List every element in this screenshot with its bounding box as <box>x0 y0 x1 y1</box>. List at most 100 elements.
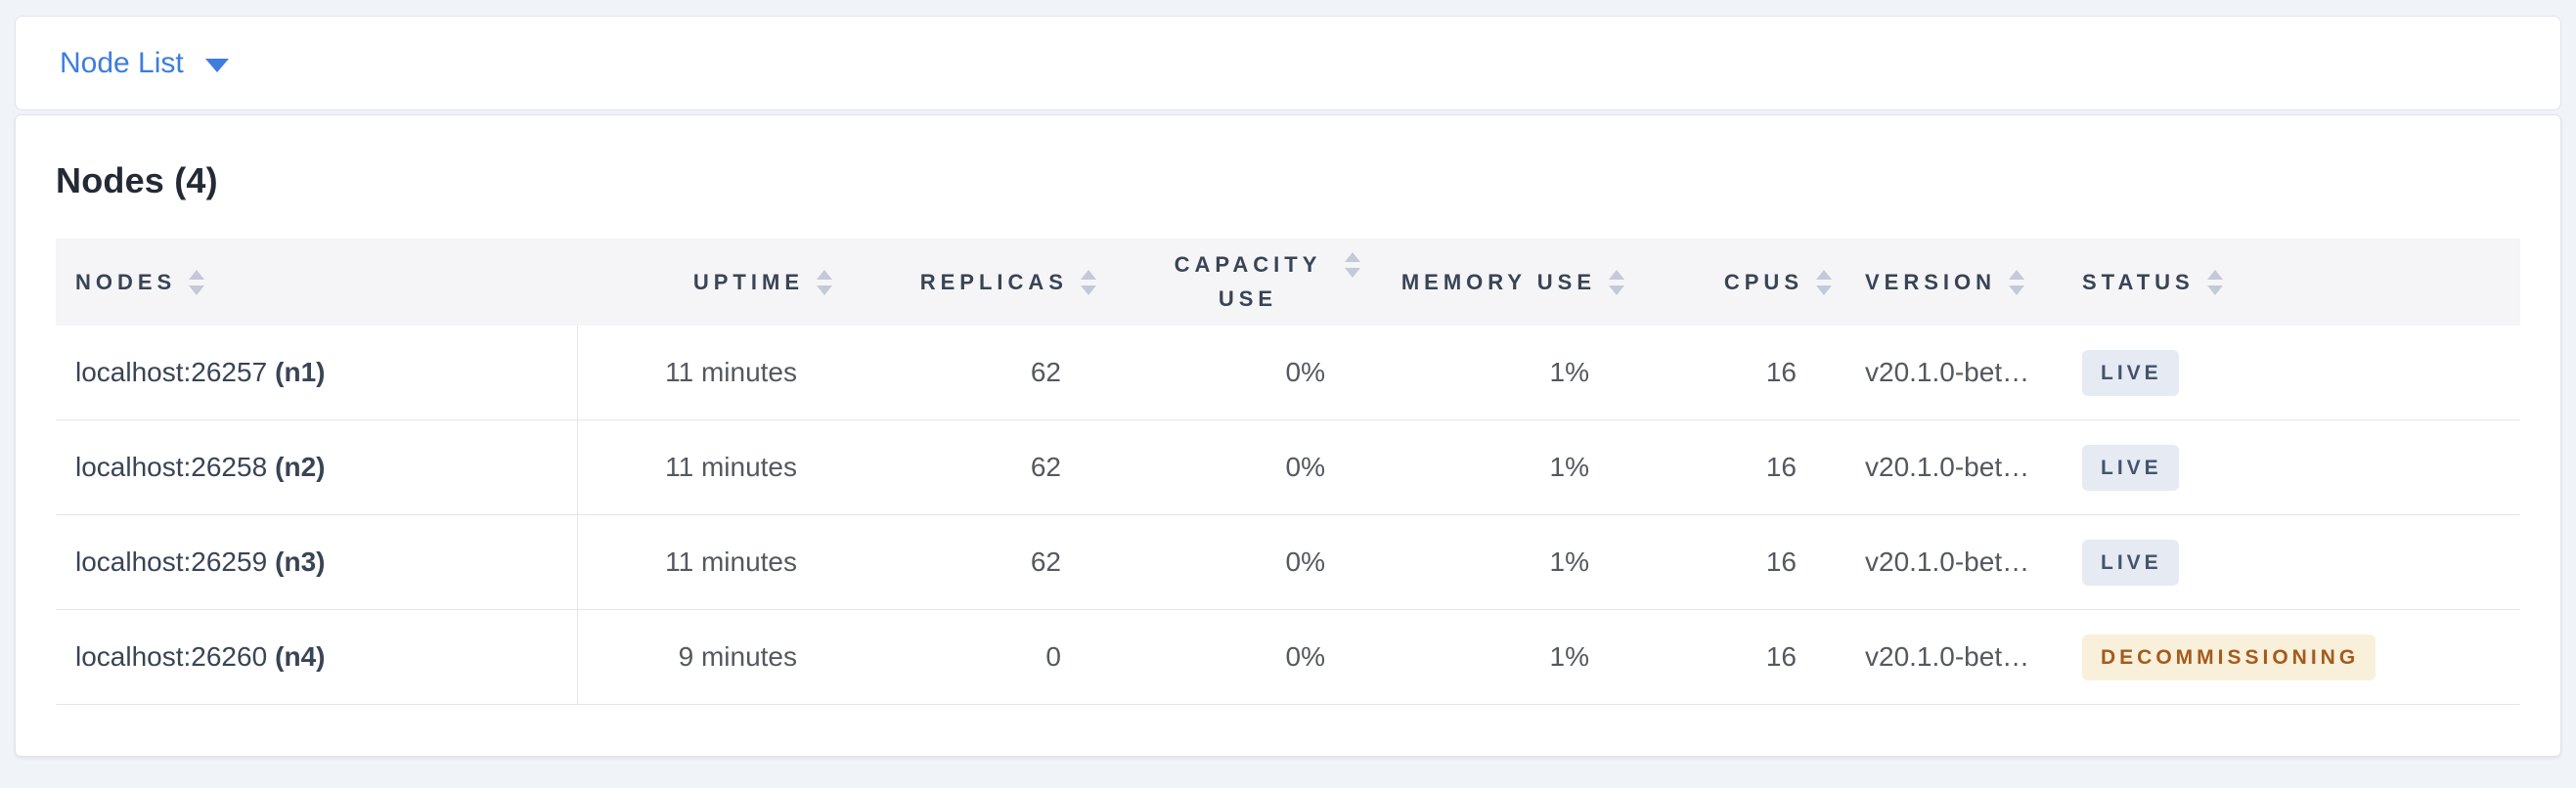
column-header-status[interactable]: STATUS <box>2066 239 2520 326</box>
cell-uptime: 9 minutes <box>578 610 842 704</box>
uptime-value: 11 minutes <box>665 547 797 577</box>
cpus-value: 16 <box>1765 641 1797 672</box>
table-row: localhost:26260 (n4) 9 minutes 0 0% 1% 16 v20.1… <box>56 610 2520 705</box>
node-id: (n4) <box>275 641 326 672</box>
column-header-version[interactable]: VERSION <box>1842 239 2066 326</box>
cpus-value: 16 <box>1765 547 1797 577</box>
table-row: localhost:26257 (n1) 11 minutes 62 0% 1% 16 v20… <box>56 326 2520 420</box>
node-address: localhost:26260 <box>75 641 268 672</box>
cell-cpus: 16 <box>1634 610 1842 704</box>
nodes-card: Nodes (4) NODES UPTIME REPLICAS CAPACITY… <box>15 114 2561 757</box>
column-header-memory-use[interactable]: MEMORY USE <box>1370 239 1634 326</box>
memory_use-value: 1% <box>1549 547 1589 577</box>
status-badge: DECOMMISSIONING <box>2082 634 2376 680</box>
table-header-row: NODES UPTIME REPLICAS CAPACITY USE MEMOR… <box>56 239 2520 326</box>
cell-memory_use: 1% <box>1370 515 1634 609</box>
column-header-nodes[interactable]: NODES <box>56 239 578 326</box>
cell-cpus: 16 <box>1634 515 1842 609</box>
uptime-value: 11 minutes <box>665 452 797 482</box>
version-value: v20.1.0-bet… <box>1865 641 2030 672</box>
cell-version: v20.1.0-bet… <box>1842 610 2066 704</box>
cell-status: LIVE <box>2066 420 2520 514</box>
node-id: (n2) <box>275 452 326 482</box>
table-row: localhost:26258 (n2) 11 minutes 62 0% 1% 16 v20… <box>56 420 2520 515</box>
cell-capacity_use: 0% <box>1106 610 1370 704</box>
caret-down-icon <box>204 58 229 72</box>
replicas-value: 62 <box>1030 452 1061 482</box>
column-header-label: STATUS <box>2082 269 2195 294</box>
sort-icon <box>1816 269 1832 295</box>
replicas-value: 0 <box>1045 641 1061 672</box>
replicas-value: 62 <box>1030 357 1061 387</box>
version-value: v20.1.0-bet… <box>1865 357 2030 387</box>
cpus-value: 16 <box>1765 452 1797 482</box>
cell-memory_use: 1% <box>1370 610 1634 704</box>
cell-version: v20.1.0-bet… <box>1842 515 2066 609</box>
cell-uptime: 11 minutes <box>578 420 842 514</box>
page-title: Nodes (4) <box>56 160 218 200</box>
column-header-label: UPTIME <box>692 269 804 294</box>
sort-icon <box>189 269 205 295</box>
node-address: localhost:26259 <box>75 547 268 577</box>
cell-replicas: 62 <box>842 326 1106 419</box>
column-header-label: VERSION <box>1865 269 1997 294</box>
node-id: (n3) <box>275 547 326 577</box>
sort-icon <box>817 269 832 295</box>
cell-cpus: 16 <box>1634 420 1842 514</box>
cell-nodes: localhost:26260 (n4) <box>56 610 578 704</box>
sort-icon <box>1345 252 1360 278</box>
status-badge: LIVE <box>2082 539 2179 586</box>
table-body: localhost:26257 (n1) 11 minutes 62 0% 1% 16 v20… <box>56 326 2520 705</box>
uptime-value: 11 minutes <box>665 357 797 387</box>
cell-status: LIVE <box>2066 515 2520 609</box>
cell-memory_use: 1% <box>1370 326 1634 419</box>
view-selector-bar: Node List <box>15 16 2561 110</box>
sort-icon <box>1081 269 1096 295</box>
cell-version: v20.1.0-bet… <box>1842 326 2066 419</box>
capacity_use-value: 0% <box>1285 357 1325 387</box>
column-header-replicas[interactable]: REPLICAS <box>842 239 1106 326</box>
cell-uptime: 11 minutes <box>578 326 842 419</box>
replicas-value: 62 <box>1030 547 1061 577</box>
cell-capacity_use: 0% <box>1106 326 1370 419</box>
node-list-dropdown-label: Node List <box>60 46 184 79</box>
cell-nodes: localhost:26257 (n1) <box>56 326 578 419</box>
cpus-value: 16 <box>1765 357 1797 387</box>
memory_use-value: 1% <box>1549 357 1589 387</box>
sort-icon <box>2206 269 2223 295</box>
column-header-label: CPUS <box>1723 269 1803 294</box>
node-address: localhost:26257 <box>75 357 268 387</box>
cell-version: v20.1.0-bet… <box>1842 420 2066 514</box>
sort-icon <box>2009 269 2025 295</box>
version-value: v20.1.0-bet… <box>1865 452 2030 482</box>
memory_use-value: 1% <box>1549 641 1589 672</box>
cell-capacity_use: 0% <box>1106 420 1370 514</box>
table-row: localhost:26259 (n3) 11 minutes 62 0% 1% 16 v20… <box>56 515 2520 610</box>
node-list-dropdown[interactable]: Node List <box>60 47 229 80</box>
sort-icon <box>1609 269 1624 295</box>
cell-status: LIVE <box>2066 326 2520 419</box>
capacity_use-value: 0% <box>1285 641 1325 672</box>
column-header-label: REPLICAS <box>919 269 1068 294</box>
node-id: (n1) <box>275 357 326 387</box>
node-address: localhost:26258 <box>75 452 268 482</box>
column-header-label: NODES <box>75 269 177 294</box>
cell-replicas: 62 <box>842 515 1106 609</box>
column-header-capacity-use[interactable]: CAPACITY USE <box>1106 239 1370 326</box>
nodes-table: NODES UPTIME REPLICAS CAPACITY USE MEMOR… <box>56 239 2520 705</box>
version-value: v20.1.0-bet… <box>1865 547 2030 577</box>
memory_use-value: 1% <box>1549 452 1589 482</box>
column-header-uptime[interactable]: UPTIME <box>578 239 842 326</box>
cell-status: DECOMMISSIONING <box>2066 610 2520 704</box>
cell-nodes: localhost:26258 (n2) <box>56 420 578 514</box>
column-header-label: MEMORY USE <box>1400 269 1596 294</box>
cell-cpus: 16 <box>1634 326 1842 419</box>
cell-replicas: 62 <box>842 420 1106 514</box>
status-badge: LIVE <box>2082 444 2179 491</box>
column-header-cpus[interactable]: CPUS <box>1634 239 1842 326</box>
cell-memory_use: 1% <box>1370 420 1634 514</box>
cell-capacity_use: 0% <box>1106 515 1370 609</box>
capacity_use-value: 0% <box>1285 547 1325 577</box>
capacity_use-value: 0% <box>1285 452 1325 482</box>
column-header-label: CAPACITY USE <box>1174 252 1322 311</box>
